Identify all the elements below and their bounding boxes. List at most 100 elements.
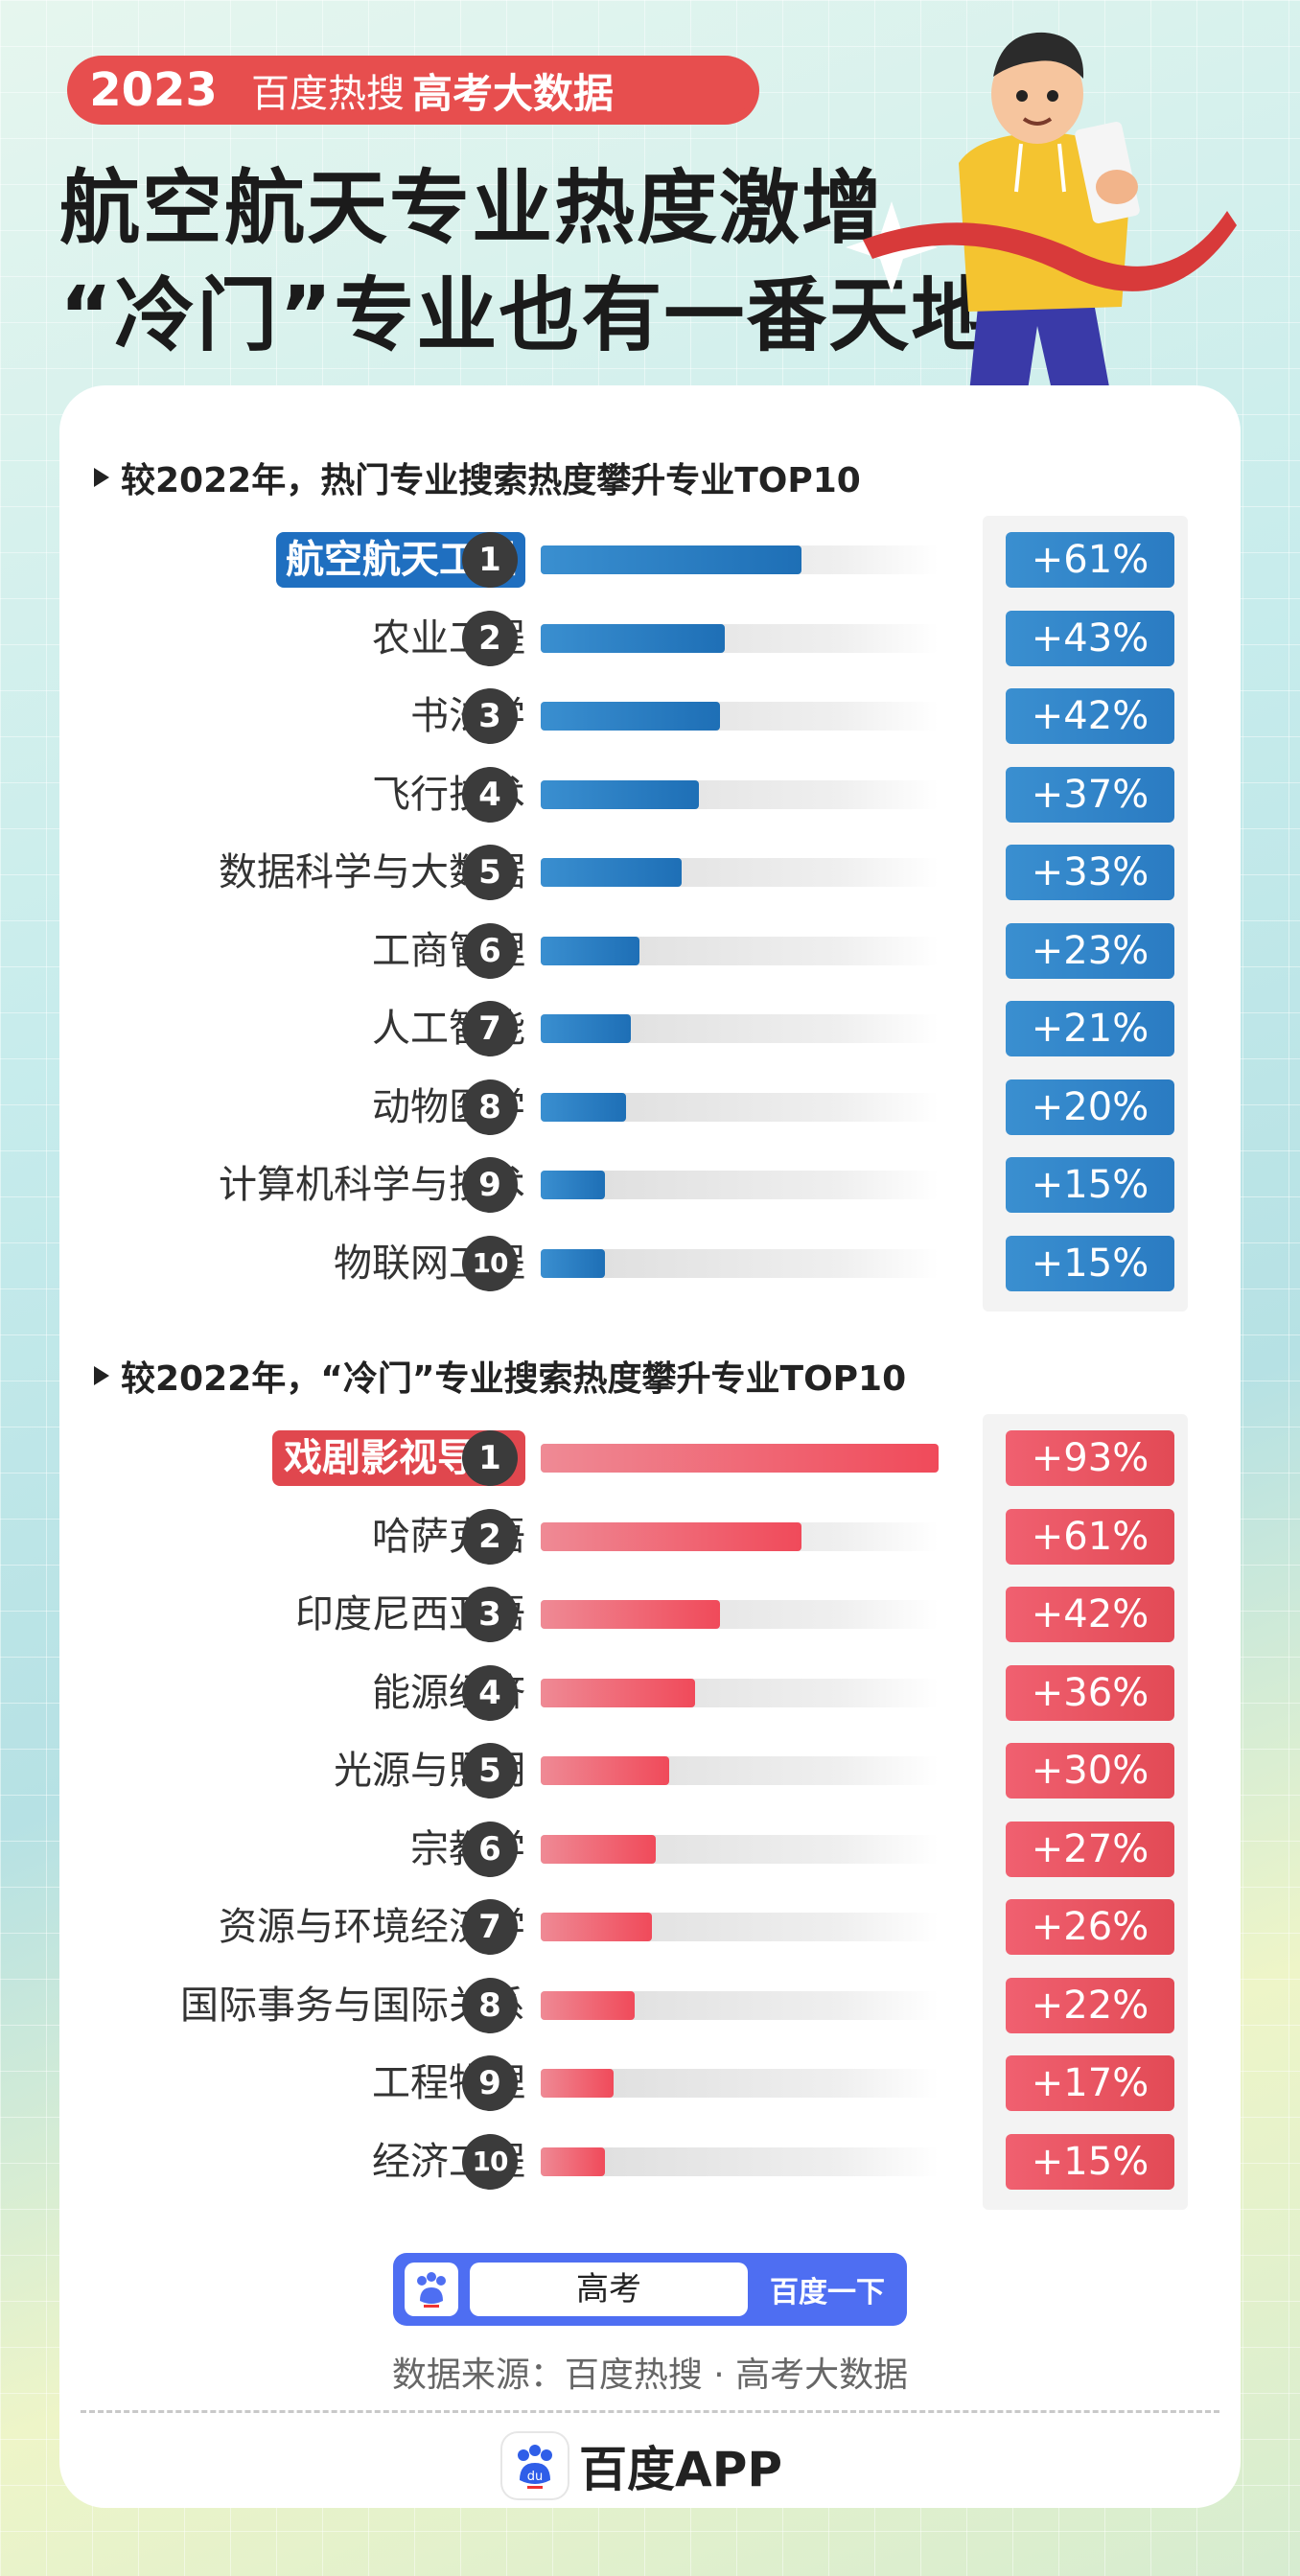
rank-badge: 3	[462, 688, 518, 744]
chart-row: 光源与照明 5 +30%	[59, 1731, 1241, 1810]
search-input[interactable]: 高考	[470, 2263, 748, 2316]
value-label: +42%	[1006, 688, 1174, 744]
section-title-cold-text: 较2022年，“冷门”专业搜索热度攀升专业TOP10	[121, 1359, 907, 1399]
chart-row: 工程物理 9 +17%	[59, 2044, 1241, 2123]
value-label: +42%	[1006, 1587, 1174, 1642]
rank-badge: 10	[462, 2133, 518, 2190]
rank-badge: 9	[462, 1157, 518, 1213]
bar-track	[541, 936, 939, 965]
triangle-icon	[94, 468, 109, 487]
value-label: +17%	[1006, 2055, 1174, 2111]
bar-track	[541, 1600, 939, 1629]
bar	[541, 858, 682, 887]
bar-track	[541, 1913, 939, 1941]
bar	[541, 1756, 669, 1785]
value-label: +20%	[1006, 1079, 1174, 1135]
rank-badge: 5	[462, 1743, 518, 1799]
value-label: +43%	[1006, 610, 1174, 666]
tag-right: 百度热搜 高考大数据	[245, 62, 752, 118]
data-source: 数据来源：百度热搜 · 高考大数据	[391, 2356, 909, 2395]
bar-track	[541, 1834, 939, 1864]
bar-track	[541, 1444, 939, 1473]
rank-badge: 8	[462, 1977, 518, 2033]
chart-row: 物联网工程 10 +15%	[59, 1224, 1241, 1303]
section-title-cold: 较2022年，“冷门”专业搜索热度攀升专业TOP10	[94, 1351, 906, 1401]
rank-badge: 7	[462, 1899, 518, 1955]
bar	[541, 702, 720, 731]
search-bar: 高考 百度一下	[393, 2253, 907, 2326]
chart-row: 哈萨克语 2 +61%	[59, 1497, 1241, 1576]
triangle-icon	[94, 1366, 109, 1385]
bar-track	[541, 2069, 939, 2098]
chart-row: 国际事务与国际关系 8 +22%	[59, 1966, 1241, 2045]
bar-track	[541, 1990, 939, 2020]
main-card: 较2022年，热门专业搜索热度攀升专业TOP10 航空航天工程 1 +61% 农业工程…	[59, 385, 1241, 2508]
value-label: +36%	[1006, 1664, 1174, 1721]
chart-row: 书法学3+42%	[59, 677, 1241, 755]
rank-badge: 1	[462, 1430, 518, 1486]
value-label: +22%	[1006, 1977, 1174, 2033]
rank-badge: 4	[462, 1664, 518, 1721]
bar	[541, 2069, 614, 2098]
bar	[541, 1171, 605, 1199]
rank-badge: 5	[462, 845, 518, 900]
rank-badge: 2	[462, 610, 518, 666]
bar	[541, 1092, 626, 1122]
bar	[541, 1678, 695, 1707]
rank-badge: 3	[462, 1587, 518, 1642]
bar	[541, 1521, 801, 1551]
chart-row: 航空航天工程 1 +61%	[59, 521, 1241, 599]
value-label: +37%	[1006, 766, 1174, 823]
chart-row: 资源与环境经济学 7 +26%	[59, 1888, 1241, 1966]
value-label: +15%	[1006, 1157, 1174, 1213]
bar	[541, 1444, 939, 1473]
value-label: +61%	[1006, 1508, 1174, 1565]
header-tag: 2023 百度热搜 高考大数据	[67, 56, 759, 125]
value-label: +21%	[1006, 1001, 1174, 1056]
rank-badge: 4	[462, 766, 518, 823]
logo-text: du	[527, 2470, 544, 2484]
bar	[541, 1014, 631, 1043]
chart-row: 宗教学6+27%	[59, 1810, 1241, 1889]
rank-badge: 7	[462, 1001, 518, 1056]
bar	[541, 1834, 656, 1864]
value-label: +93%	[1006, 1430, 1174, 1486]
chart-row: 数据科学与大数据 5 +33%	[59, 833, 1241, 912]
chart-row: 能源经济 4 +36%	[59, 1654, 1241, 1732]
section-title-hot: 较2022年，热门专业搜索热度攀升专业TOP10	[94, 453, 861, 502]
app-name: 百度APP	[579, 2442, 782, 2497]
baidu-app-icon: du	[502, 2433, 568, 2498]
rank-badge: 9	[462, 2055, 518, 2111]
bar-track	[541, 1521, 939, 1551]
bar	[541, 2147, 605, 2176]
bar	[541, 1600, 720, 1629]
value-label: +27%	[1006, 1821, 1174, 1877]
bar-track	[541, 1756, 939, 1785]
bar-track	[541, 702, 939, 731]
bar-track	[541, 1092, 939, 1122]
bar	[541, 936, 639, 965]
chart-row: 戏剧影视导演 1 +93%	[59, 1419, 1241, 1497]
highlight-label: 高考大数据	[412, 69, 615, 117]
chart-row: 人工智能 7 +21%	[59, 989, 1241, 1068]
rank-badge: 10	[462, 1235, 518, 1291]
chart-row: 经济工程 10 +15%	[59, 2123, 1241, 2201]
chart-row: 飞行技术 4 +37%	[59, 755, 1241, 834]
rank-badge: 2	[462, 1508, 518, 1565]
bar-track	[541, 779, 939, 809]
rank-badge: 8	[462, 1079, 518, 1135]
value-label: +26%	[1006, 1899, 1174, 1955]
bar-track	[541, 1678, 939, 1707]
headline-line-1: 航空航天专业热度激增	[59, 161, 885, 255]
chart-row: 印度尼西亚语 3 +42%	[59, 1575, 1241, 1654]
value-label: +15%	[1006, 2133, 1174, 2190]
search-button[interactable]: 百度一下	[770, 2276, 885, 2309]
rank-badge: 6	[462, 1821, 518, 1877]
bar	[541, 1248, 605, 1278]
baidu-app-brand: du 百度APP	[502, 2427, 782, 2504]
bar-track	[541, 858, 939, 887]
year-label: 2023	[89, 63, 218, 117]
bar-track	[541, 2147, 939, 2176]
chart-row: 动物医学 8 +20%	[59, 1068, 1241, 1147]
mascot-illustration	[846, 32, 1237, 403]
